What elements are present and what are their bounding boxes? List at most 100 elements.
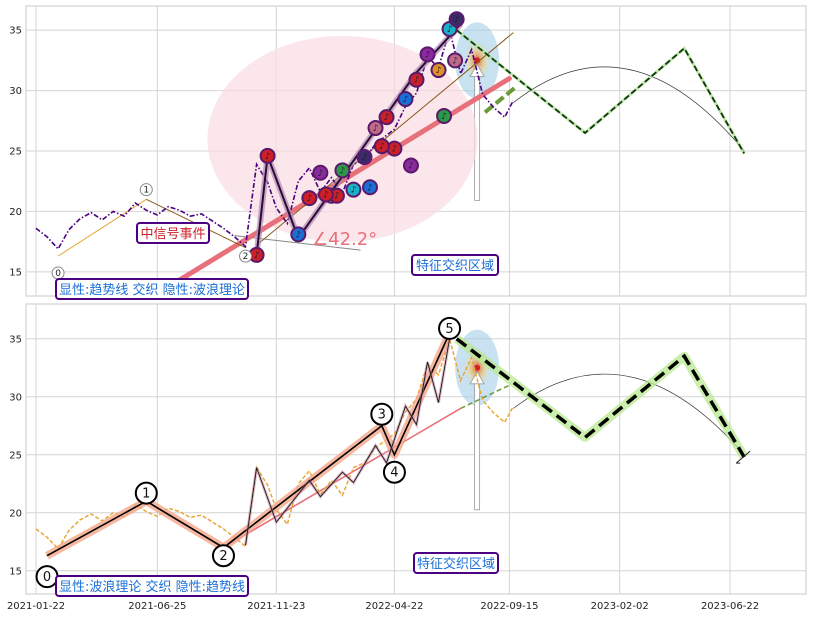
event-marker-note-8: ♪ [362,153,368,163]
panel-0-zone-arrow-head [469,63,485,77]
event-marker-1 [259,147,276,164]
event-marker-note-2: ♪ [295,230,301,240]
panel-0-ytick-30: 30 [9,86,22,97]
panel-1-wave-marker-label-4: 4 [390,466,398,481]
event-label-box [136,222,210,244]
highlight-ellipse [207,35,478,242]
event-marker-10 [378,109,395,126]
panel-1-frame [25,303,807,595]
panel-1-wave-marker-4 [382,460,406,484]
event-marker-note-22: ♪ [367,183,373,193]
event-marker-15 [430,62,447,79]
panel-1-projection-line [455,337,746,458]
panel-1-zone-label-box [413,552,499,574]
event-label: 中信号事件 [140,227,205,242]
panel-0-mode-label: 显性:趋势线 交织 隐性:波浪理论 [59,282,245,298]
panel-1-wave-marker-label-5: 5 [445,322,453,337]
event-marker-note-14: ♪ [425,50,431,60]
event-marker-note-4: ♪ [317,169,323,179]
event-marker-13 [408,71,425,88]
event-marker-2 [290,226,307,243]
event-marker-note-0: ♪ [254,251,260,261]
panel-1-wave-marker-2 [211,544,235,568]
panel-1-wave-marker-label-3: 3 [378,408,386,423]
event-marker-note-21: ♪ [323,191,329,201]
event-marker-3 [301,190,318,207]
panel-0-ytick-35: 35 [9,26,22,37]
xtick-6: 2023-06-22 [701,601,759,612]
wave-a-line [57,198,147,257]
panel-1-ytick-30: 30 [9,392,22,403]
panel-1-wave-marker-label-0: 0 [43,570,51,585]
xtick-0: 2021-01-22 [7,601,65,612]
panel-1-ytick-25: 25 [9,450,22,461]
event-marker-note-15: ♪ [436,66,442,76]
event-marker-note-7: ♪ [351,186,357,196]
event-marker-note-3: ♪ [306,194,312,204]
panel-0-ytick-20: 20 [9,207,22,218]
event-marker-note-17: ♪ [447,25,453,35]
xtick-3: 2022-04-22 [365,601,423,612]
panel-0-ytick-25: 25 [9,147,22,158]
xtick-1: 2021-06-25 [128,601,186,612]
panel-0-wave-marker-label-1: 1 [143,186,149,196]
event-marker-note-24: ♪ [408,162,414,172]
panel-1-ytick-20: 20 [9,508,22,519]
panel-1-projection-end [735,450,751,464]
event-marker-note-16: ♪ [441,112,447,122]
event-marker-19 [447,52,464,69]
panel-1-mode-label-box [55,575,249,597]
angle-label: ∠42.2° [312,229,377,250]
event-marker-4 [312,164,329,181]
panel-0-wave-marker-1 [139,183,153,197]
panel-1-ytick-15: 15 [9,566,22,577]
event-marker-23 [373,138,390,155]
event-marker-note-13: ♪ [414,76,420,86]
panel-1-trend-line [223,407,462,549]
panel-1-wave-marker-1 [134,481,158,505]
event-marker-6 [334,162,351,179]
event-marker-7 [345,181,362,198]
panel-0-wave-marker-label-0: 0 [55,269,61,279]
xtick-2: 2021-11-23 [247,601,305,612]
event-marker-note-23: ♪ [379,142,385,152]
event-marker-14 [419,46,436,63]
event-marker-12 [397,91,414,108]
event-marker-note-20: ♪ [334,192,340,202]
panel-0-zone-label: 特征交织区域 [416,258,494,274]
event-marker-24 [402,157,419,174]
event-marker-16 [436,107,453,124]
event-marker-22 [362,179,379,196]
panel-0-projection-arc [513,66,745,152]
panel-1-wave-marker-3 [370,402,394,426]
panel-1-projection-arc [513,373,745,456]
event-marker-note-12: ♪ [403,95,409,105]
panel-1-subwave-line [245,338,451,546]
panel-1-wave-marker-label-1: 1 [142,487,150,502]
panel-1-zone-arrow-head [469,371,485,385]
event-marker-note-1: ♪ [265,152,271,162]
event-marker-21 [317,186,334,203]
event-marker-note-6: ♪ [340,166,346,176]
event-marker-8 [356,149,373,166]
panel-0-mode-label-box [55,278,249,300]
event-marker-note-10: ♪ [384,113,390,123]
trend-extension [483,84,519,114]
panel-1-ytick-35: 35 [9,334,22,345]
panel-1-wave-marker-5 [438,316,462,340]
panel-0-wave-marker-label-2: 2 [243,252,249,262]
projection-line [456,29,745,154]
panel-1-mode-label: 显性:波浪理论 交织 隐性:趋势线 [59,579,245,595]
event-marker-note-9: ♪ [373,124,379,134]
event-marker-9 [367,120,384,137]
event-marker-18 [448,11,465,28]
panel-1-feature-center [474,364,481,371]
xtick-4: 2022-09-15 [480,601,538,612]
event-marker-note-18: ♪ [454,15,460,25]
panel-0-zone-label-box [411,254,499,276]
event-marker-note-19: ♪ [452,56,458,66]
event-marker-note-11: ♪ [392,145,398,155]
panel-1-zone-label: 特征交织区域 [417,556,495,572]
panel-1-trend-extension [460,384,510,410]
